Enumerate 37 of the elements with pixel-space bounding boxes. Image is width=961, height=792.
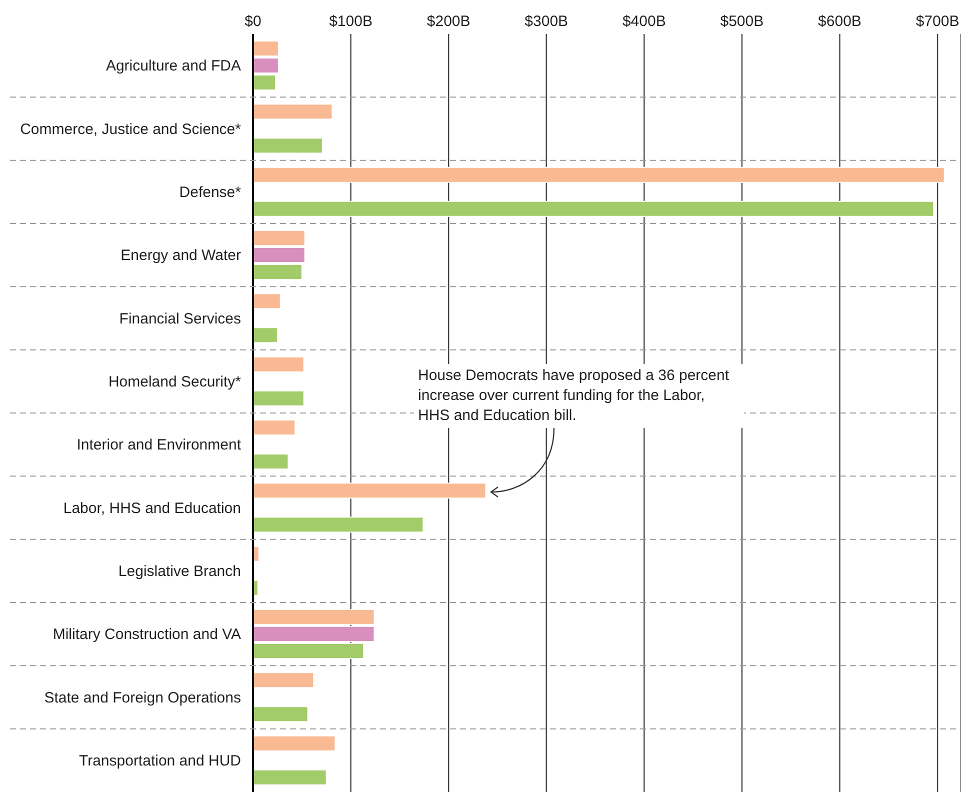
bar (253, 769, 327, 786)
bar (253, 420, 296, 436)
x-tick-label: $700B (916, 13, 960, 30)
bar (253, 706, 308, 722)
x-tick-label: $500B (720, 13, 764, 30)
bar (253, 482, 486, 499)
y-tick-label: Labor, HHS and Education (63, 500, 241, 517)
y-tick-label: Legislative Branch (118, 562, 241, 580)
x-tick-label: $300B (524, 13, 568, 30)
y-tick-label: State and Foreign Operations (44, 689, 241, 706)
y-tick-label: Financial Services (119, 310, 241, 328)
bar (253, 104, 333, 120)
y-tick-label: Military Construction and VA (52, 626, 241, 644)
y-tick-label: Agriculture and FDA (106, 58, 241, 75)
bar (253, 138, 323, 154)
y-tick-label: Homeland Security* (108, 373, 242, 390)
x-tick-label: $100B (329, 13, 372, 30)
annotation: House Democrats have proposed a 36 percent increase over current funding for the Labor, HHS and Education bill. (418, 367, 730, 424)
y-tick-label: Interior and Environment (76, 436, 242, 454)
x-tick-label: $200B (426, 13, 470, 30)
bar (253, 672, 314, 688)
bar (253, 200, 934, 217)
x-tick-label: $400B (622, 13, 666, 30)
y-tick-label: Defense* (179, 184, 242, 201)
bar (253, 356, 304, 372)
bar (253, 390, 304, 406)
bar (253, 516, 424, 533)
bar (253, 735, 336, 752)
x-tick-label: $0 (244, 13, 262, 30)
bar (253, 166, 945, 183)
y-tick-label: Transportation and HUD (78, 752, 242, 770)
y-tick-label: Energy and Water (120, 247, 241, 264)
bar (253, 454, 289, 470)
y-tick-label: Commerce, Justice and Science* (20, 120, 242, 138)
x-tick-label: $600B (818, 13, 862, 30)
bar (253, 327, 278, 344)
bar (253, 293, 281, 310)
